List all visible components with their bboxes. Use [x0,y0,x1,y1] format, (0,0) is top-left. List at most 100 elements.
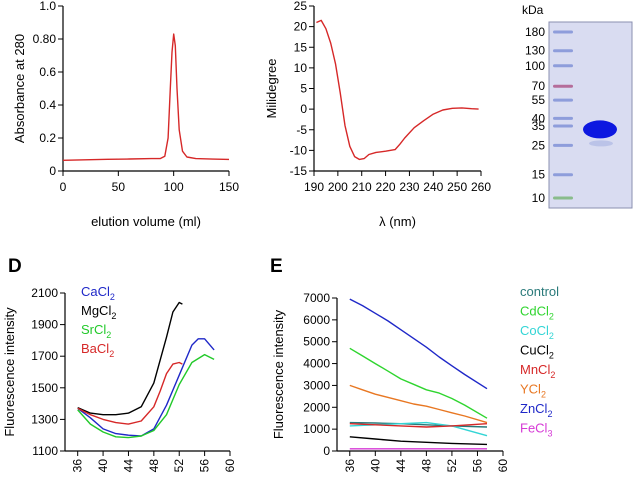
e-legend-entry: YCl2 [520,382,546,400]
sec-y-tick-label: 0.2 [39,131,56,145]
cd-x-tick-label: 220 [376,180,396,194]
cd-y-tick-label: 5 [300,82,307,96]
gel-marker-label: 35 [532,119,546,133]
panel-e-chart: 0 1000 2000 3000 4000 5000 6000 7000 36 40 44 48 52 5… [271,284,559,472]
gel-marker-label: 100 [525,59,545,73]
gel-marker-band [553,173,573,177]
e-y-tick-label: 1000 [303,422,330,436]
e-series-line-ycl2 [349,384,488,424]
panel-cd-chart: -15 -10 -5 0 5 10 15 20 25 190 200 210 220 230 240 250 2… [264,0,491,229]
panel-sec-chart: 0 0.2 0.4 0.6 0.80 1.0 0 50 100 150 Absorbance at … [12,0,239,229]
d-y-axis-label: Fluorescence intensity [2,307,17,437]
sec-series-line-0 [62,33,230,161]
e-legend-entry: FeCl3 [520,421,552,439]
gel-marker-label: 55 [532,93,546,107]
d-series-line-srcl2 [77,353,215,439]
e-y-tick-label: 4000 [303,357,330,371]
cd-y-axis-label: Milidegree [264,59,279,119]
e-x-tick-label: 60 [496,459,510,473]
gel-marker-band [553,30,573,34]
gel-marker-band [553,49,573,53]
gel-marker-band [553,84,573,88]
gel-marker-label: 180 [525,25,545,39]
d-x-tick-label: 56 [198,459,212,473]
cd-y-tick-label: 20 [294,20,308,34]
gel-marker-label: 70 [532,79,546,93]
cd-x-tick-label: 240 [423,180,443,194]
cd-x-tick-label: 260 [471,180,491,194]
gel-marker-band [553,196,573,200]
e-x-tick-label: 48 [419,459,433,473]
sec-x-tick-label: 0 [60,180,67,194]
e-y-tick-label: 5000 [303,335,330,349]
cd-y-tick-label: 25 [294,0,308,13]
e-x-tick-label: 56 [470,459,484,473]
panel-d-chart: 1100 1300 1500 1700 1900 2100 36 40 44 48 52 56 60 Fl… [2,284,237,472]
sec-y-tick-label: 0.6 [39,65,56,79]
cd-y-tick-label: 15 [294,40,308,54]
d-y-tick-label: 1100 [32,444,58,458]
gel-background [548,21,633,209]
e-legend-entry: CoCl2 [520,323,554,341]
gel-marker-band [553,116,573,120]
d-y-tick-label: 2100 [31,286,58,300]
d-legend-entry: CaCl2 [81,284,115,302]
gel-marker-band [553,64,573,68]
sec-y-axis-label: Absorbance at 280 [12,34,27,143]
d-x-tick-label: 48 [147,459,161,473]
e-legend-entry: CdCl2 [520,304,554,322]
d-y-tick-label: 1300 [31,412,58,426]
gel-marker-label: 40 [532,111,546,125]
e-x-tick-label: 52 [445,459,459,473]
sec-y-tick-label: 0.4 [39,98,56,112]
d-series-line-bacl2 [77,361,183,425]
gel-marker-band [553,98,573,102]
e-y-axis-label: Fluorescence intensity [271,309,286,439]
cd-x-tick-label: 200 [328,180,348,194]
e-y-tick-label: 7000 [303,291,330,305]
cd-x-tick-label: 230 [399,180,419,194]
sec-x-tick-label: 100 [164,180,184,194]
e-series-line-zncl2 [349,298,488,390]
e-y-tick-label: 3000 [303,378,330,392]
d-x-tick-label: 36 [71,459,85,473]
cd-x-axis-label: λ (nm) [379,214,416,229]
gel-marker-band [553,143,573,147]
sec-x-tick-label: 50 [112,180,126,194]
cd-y-tick-label: 10 [294,61,308,75]
cd-x-tick-label: 190 [304,180,324,194]
e-x-tick-label: 36 [343,459,357,473]
e-y-tick-label: 0 [323,444,330,458]
e-x-tick-label: 44 [394,459,408,473]
sec-x-axis-label: elution volume (ml) [91,214,201,229]
panel-label-d: D [8,256,22,277]
gel-protein-band [583,120,617,139]
d-y-tick-label: 1500 [31,381,58,395]
e-series-line-cucl2 [349,436,488,446]
cd-y-tick-label: -15 [290,164,308,178]
e-legend-entry: ZnCl2 [520,401,552,419]
cd-y-tick-label: 0 [300,102,307,116]
d-legend-entry: MgCl2 [81,303,116,321]
cd-y-tick-label: -5 [296,123,307,137]
sec-x-tick-label: 150 [219,180,239,194]
d-y-tick-label: 1900 [31,318,58,332]
e-legend-entry: MnCl2 [520,362,555,380]
gel-faint-band [589,140,613,147]
e-series-line-mncl2 [349,423,488,428]
panel-label-e: E [270,256,283,277]
gel-unit-label: kDa [522,3,544,17]
d-x-tick-label: 52 [172,459,186,473]
d-x-tick-label: 60 [223,459,237,473]
d-legend-entry: SrCl2 [81,322,111,340]
e-y-tick-label: 6000 [303,313,330,327]
gel-marker-label: 15 [532,168,546,182]
gel-marker-label: 130 [525,44,545,58]
cd-x-tick-label: 210 [352,180,372,194]
gel-marker-label: 25 [532,138,546,152]
sec-y-tick-label: 0 [49,164,56,178]
d-x-tick-label: 44 [121,459,135,473]
e-legend-entry: control [520,284,559,299]
